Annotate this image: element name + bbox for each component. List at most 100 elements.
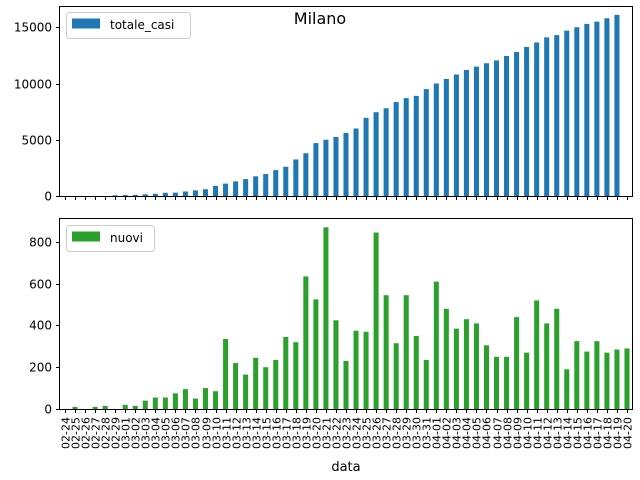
bottom-bar-03-09 (203, 388, 209, 409)
top-bar-03-27 (383, 108, 389, 196)
bottom-xtick-label-04-11: 04-11 (532, 417, 545, 449)
bottom-bar-03-07 (182, 389, 188, 409)
bottom-bar-04-06 (483, 345, 489, 409)
bottom-xtick-label-04-17: 04-17 (592, 417, 605, 449)
top-bar-03-09 (203, 189, 209, 196)
bottom-xtick-label-03-11: 03-11 (221, 417, 234, 449)
top-bar-03-28 (393, 102, 399, 196)
top-bar-04-13 (554, 35, 560, 197)
bottom-xtick-label-03-01: 03-01 (120, 417, 133, 449)
top-bar-03-29 (403, 98, 409, 196)
top-bar-03-02 (132, 194, 138, 197)
top-bar-04-05 (473, 66, 479, 197)
bottom-xtick-label-03-04: 03-04 (150, 417, 163, 449)
bottom-bar-03-22 (333, 320, 339, 409)
bottom-xtick-label-03-16: 03-16 (271, 417, 284, 449)
legend-label-totale-casi: totale_casi (110, 18, 174, 32)
bottom-bar-04-12 (544, 323, 550, 409)
top-bar-04-17 (594, 21, 600, 197)
bottom-bar-03-28 (393, 343, 399, 409)
top-bar-04-19 (614, 14, 620, 197)
top-bar-03-15 (263, 174, 269, 196)
top-ytick-label-10000: 10000 (14, 78, 52, 92)
top-bar-03-05 (162, 192, 168, 196)
bottom-bar-03-24 (353, 330, 359, 409)
bottom-xtick-label-04-01: 04-01 (431, 417, 444, 449)
bottom-ytick-label-600: 600 (29, 278, 52, 292)
top-bar-04-12 (544, 37, 550, 197)
top-bar-03-20 (313, 143, 319, 197)
top-bar-03-16 (273, 170, 279, 197)
bottom-bar-03-27 (383, 295, 389, 409)
bottom-bar-03-21 (323, 227, 329, 409)
bottom-bar-03-08 (192, 398, 198, 409)
bottom-ytick-label-400: 400 (29, 319, 52, 333)
bottom-bar-03-30 (413, 335, 419, 409)
top-bar-03-26 (373, 112, 379, 196)
top-bar-03-06 (172, 192, 178, 197)
bottom-xtick-label-03-13: 03-13 (241, 417, 254, 449)
bottom-x-ticks: 02-2402-2502-2602-2702-2802-2903-0103-02… (60, 409, 635, 449)
top-bar-04-01 (433, 83, 439, 196)
bottom-ytick-label-800: 800 (29, 236, 52, 250)
legend-label-nuovi: nuovi (110, 231, 143, 245)
bottom-xtick-label-03-12: 03-12 (231, 417, 244, 449)
bottom-xtick-label-03-15: 03-15 (261, 417, 274, 449)
bottom-xtick-label-04-13: 04-13 (552, 417, 565, 449)
top-bar-03-08 (192, 190, 198, 197)
bottom-xtick-label-03-05: 03-05 (160, 417, 173, 449)
top-x-ticks (65, 196, 628, 200)
bottom-bar-04-18 (604, 352, 610, 409)
bottom-bar-03-02 (132, 405, 138, 409)
top-bar-04-09 (514, 52, 520, 196)
top-bar-04-02 (443, 79, 449, 196)
top-bar-04-07 (494, 60, 500, 196)
top-ytick-label-0: 0 (44, 190, 52, 204)
bottom-xtick-label-04-06: 04-06 (481, 417, 494, 449)
bottom-bar-04-04 (463, 319, 469, 409)
bottom-bar-02-28 (102, 405, 108, 409)
bottom-xtick-label-04-02: 04-02 (441, 417, 454, 449)
top-bar-03-14 (253, 176, 259, 196)
bottom-xtick-label-03-27: 03-27 (381, 417, 394, 449)
bottom-bar-04-19 (614, 349, 620, 409)
bottom-bar-02-27 (92, 406, 98, 409)
bottom-bar-04-03 (453, 328, 459, 409)
bottom-bar-03-18 (293, 342, 299, 409)
bottom-xtick-label-03-20: 03-20 (311, 417, 324, 449)
top-y-ticks: 0 5000 10000 15000 (14, 21, 60, 204)
bottom-bar-03-10 (213, 391, 219, 409)
bottom-xtick-label-03-10: 03-10 (211, 417, 224, 449)
top-bar-03-04 (152, 193, 158, 196)
bottom-xtick-label-04-19: 04-19 (612, 417, 625, 449)
cumulative-bars (112, 14, 620, 197)
bottom-xtick-label-04-05: 04-05 (471, 417, 484, 449)
bottom-xtick-label-03-18: 03-18 (291, 417, 304, 449)
bottom-xtick-label-03-30: 03-30 (411, 417, 424, 449)
bottom-xtick-label-02-25: 02-25 (70, 417, 83, 449)
bottom-bar-04-11 (534, 300, 540, 409)
top-bar-03-18 (293, 159, 299, 196)
bottom-bar-04-08 (504, 356, 510, 409)
bottom-xtick-label-03-08: 03-08 (190, 417, 203, 449)
bottom-xtick-label-02-29: 02-29 (110, 417, 123, 449)
bottom-bar-04-09 (514, 317, 520, 409)
top-bar-03-21 (323, 139, 329, 196)
top-bar-04-06 (483, 63, 489, 196)
bottom-xtick-label-04-04: 04-04 (461, 417, 474, 449)
top-bar-04-15 (574, 27, 580, 196)
bottom-bar-04-10 (524, 352, 530, 409)
bottom-bar-04-20 (624, 348, 630, 409)
top-bar-03-01 (122, 195, 128, 196)
top-bar-03-10 (213, 185, 219, 197)
top-bar-04-16 (584, 23, 590, 197)
bottom-bar-04-01 (433, 281, 439, 409)
bottom-xtick-label-04-08: 04-08 (502, 417, 515, 449)
bottom-bar-04-15 (574, 341, 580, 409)
bottom-bar-03-11 (223, 339, 229, 409)
bottom-xtick-label-03-28: 03-28 (391, 417, 404, 449)
top-bar-03-03 (142, 194, 148, 196)
x-axis-label: data (331, 460, 360, 475)
bottom-xtick-label-02-27: 02-27 (90, 417, 103, 449)
